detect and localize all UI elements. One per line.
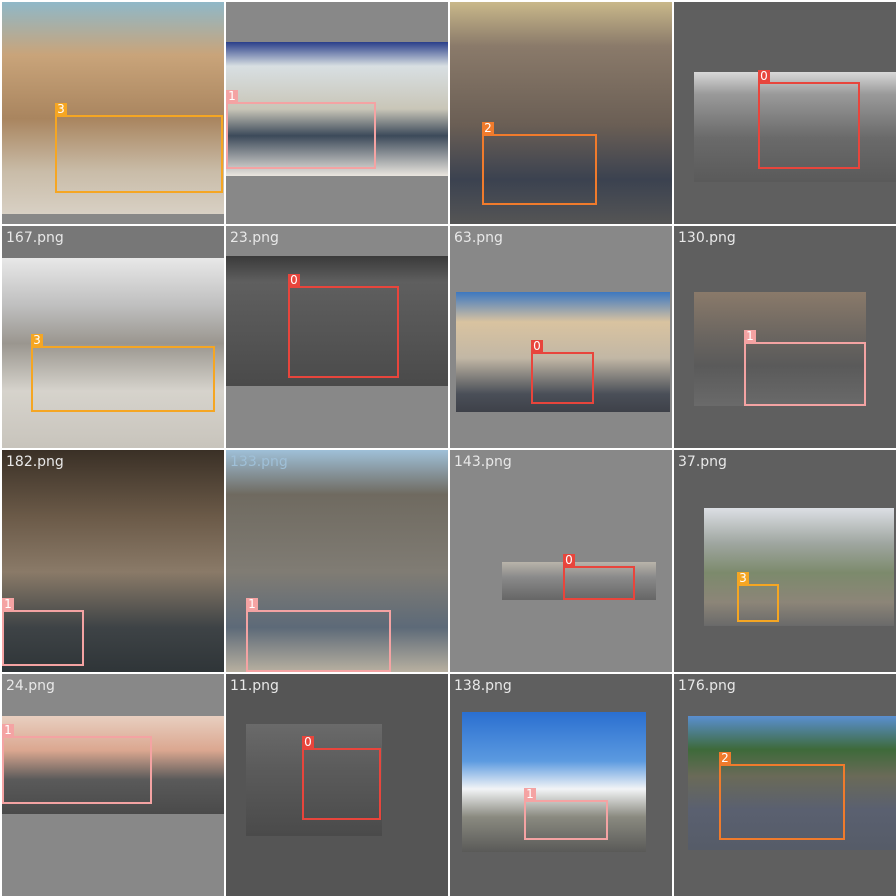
tile-2: 1 <box>226 2 448 224</box>
box-label: 1 <box>246 598 258 611</box>
box-label: 2 <box>482 122 494 135</box>
tile-caption: 11.png <box>230 678 279 694</box>
box-label: 0 <box>758 70 770 83</box>
box-label: 1 <box>524 788 536 801</box>
tile-10: 133.png 1 <box>226 450 448 672</box>
tile-caption: 130.png <box>678 230 736 246</box>
detection-box: 0 <box>531 340 594 404</box>
tile-3: 2 <box>450 2 672 224</box>
detection-box: 1 <box>2 598 84 666</box>
box-label: 3 <box>31 334 43 347</box>
detection-box: 1 <box>246 598 391 672</box>
box-label: 0 <box>288 274 300 287</box>
tile-image <box>502 562 656 600</box>
box-label: 0 <box>531 340 543 353</box>
box-label: 0 <box>302 736 314 749</box>
tile-image <box>688 716 896 850</box>
box-label: 1 <box>226 90 238 103</box>
detection-box: 1 <box>744 330 866 406</box>
tile-image <box>694 72 896 182</box>
detection-box: 1 <box>524 788 608 840</box>
box-label: 3 <box>737 572 749 585</box>
tile-image <box>2 2 224 214</box>
tile-image <box>2 450 224 672</box>
detection-box: 0 <box>758 70 860 169</box>
detection-box: 3 <box>55 103 223 193</box>
tile-12: 37.png 3 <box>674 450 896 672</box>
tile-image <box>246 724 382 836</box>
detection-box: 0 <box>302 736 381 820</box>
tile-caption: 37.png <box>678 454 727 470</box>
detection-box: 0 <box>288 274 399 378</box>
detection-box: 3 <box>31 334 215 412</box>
tile-8: 130.png 1 <box>674 226 896 448</box>
tile-image <box>226 256 448 386</box>
detection-box: 2 <box>482 122 597 205</box>
tile-caption: 133.png <box>230 454 288 470</box>
tile-1: 3 <box>2 2 224 224</box>
box-label: 0 <box>563 554 575 567</box>
detection-box: 1 <box>226 90 376 169</box>
tile-image <box>694 292 866 406</box>
box-label: 3 <box>55 103 67 116</box>
box-label: 1 <box>2 724 14 737</box>
tile-caption: 23.png <box>230 230 279 246</box>
detection-box: 0 <box>563 554 635 600</box>
tile-image <box>226 42 448 176</box>
tile-caption: 182.png <box>6 454 64 470</box>
tile-image <box>462 712 646 852</box>
tile-image <box>226 450 448 672</box>
tile-caption: 138.png <box>454 678 512 694</box>
tile-15: 138.png 1 <box>450 674 672 896</box>
tile-13: 24.png 1 <box>2 674 224 896</box>
detection-box: 1 <box>2 724 152 804</box>
tile-caption: 24.png <box>6 678 55 694</box>
tile-16: 176.png 2 <box>674 674 896 896</box>
tile-image <box>704 508 894 626</box>
tile-caption: 167.png <box>6 230 64 246</box>
tile-6: 23.png 0 <box>226 226 448 448</box>
tile-11: 143.png 0 <box>450 450 672 672</box>
tile-5: 167.png 3 <box>2 226 224 448</box>
tile-image <box>450 2 672 224</box>
tile-7: 63.png 0 <box>450 226 672 448</box>
tile-caption: 63.png <box>454 230 503 246</box>
tile-image <box>2 258 224 448</box>
tile-9: 182.png 1 <box>2 450 224 672</box>
tile-caption: 176.png <box>678 678 736 694</box>
tile-4: 0 <box>674 2 896 224</box>
tile-14: 11.png 0 <box>226 674 448 896</box>
detection-box: 3 <box>737 572 779 622</box>
tile-caption: 143.png <box>454 454 512 470</box>
box-label: 1 <box>2 598 14 611</box>
detection-box: 2 <box>719 752 845 840</box>
tile-image <box>2 716 224 814</box>
box-label: 1 <box>744 330 756 343</box>
box-label: 2 <box>719 752 731 765</box>
